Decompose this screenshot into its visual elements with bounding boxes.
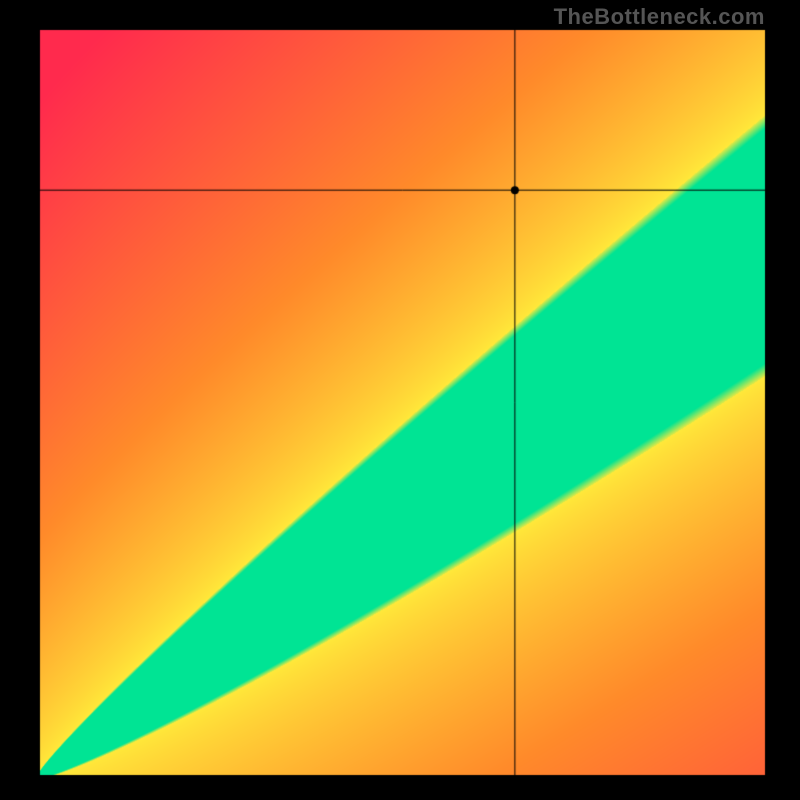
bottleneck-heatmap <box>0 0 800 800</box>
watermark-text: TheBottleneck.com <box>554 4 765 30</box>
